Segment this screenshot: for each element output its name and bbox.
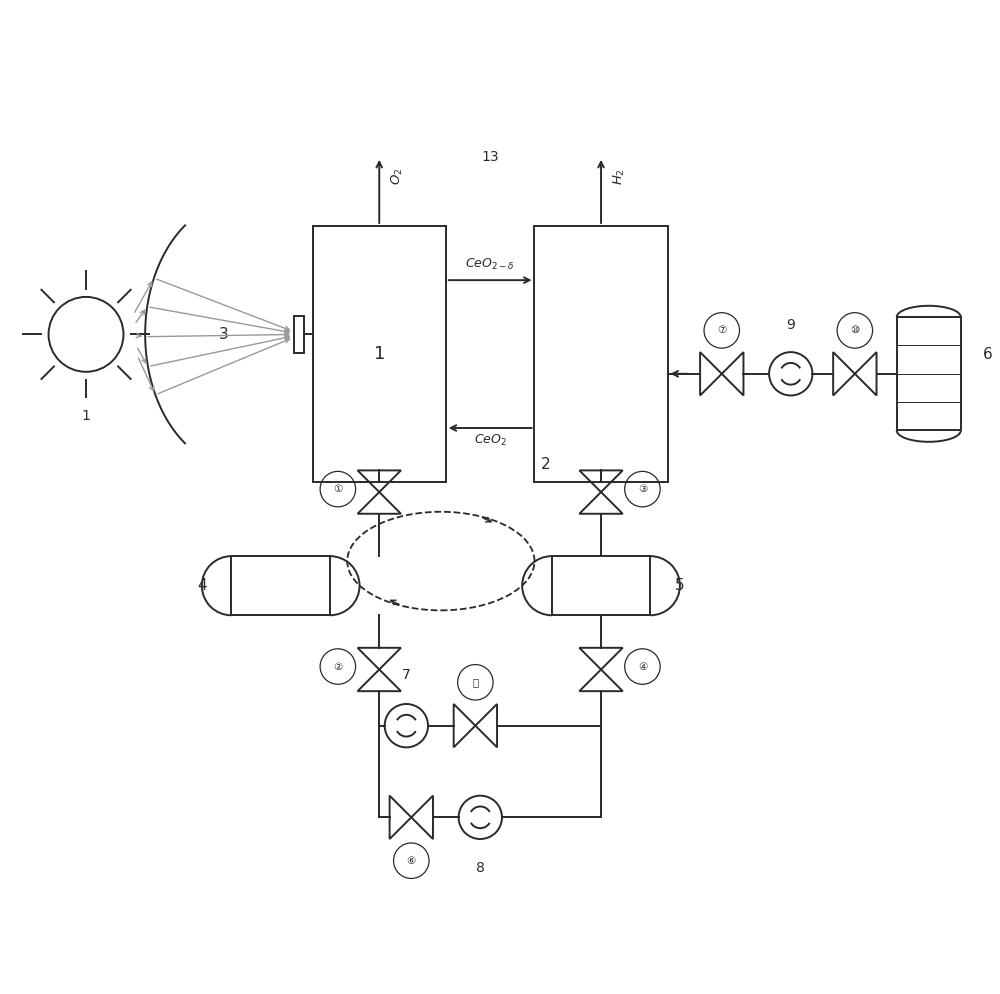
Text: $O_2$: $O_2$ (390, 168, 405, 185)
Bar (534, 226, 668, 482)
Text: ①: ① (333, 484, 342, 494)
Text: 4: 4 (197, 579, 207, 593)
Text: 1: 1 (82, 410, 90, 423)
Bar (552, 556, 650, 615)
Text: 2: 2 (540, 457, 550, 472)
Text: $CeO_2$: $CeO_2$ (474, 433, 507, 448)
Text: 6: 6 (983, 347, 993, 362)
Text: ④: ④ (638, 662, 647, 672)
Bar (231, 556, 330, 615)
Text: ⑩: ⑩ (850, 325, 859, 335)
Text: ⑥: ⑥ (407, 856, 416, 866)
Text: $H_2$: $H_2$ (612, 168, 627, 185)
Text: 13: 13 (481, 150, 499, 164)
Text: 3: 3 (219, 327, 229, 342)
Bar (897, 317, 961, 430)
Text: ②: ② (333, 662, 342, 672)
Text: $CeO_{2-\delta}$: $CeO_{2-\delta}$ (465, 257, 515, 272)
Bar (313, 226, 446, 482)
Text: ⑦: ⑦ (717, 325, 726, 335)
Text: 8: 8 (476, 861, 485, 875)
Bar (294, 316, 304, 353)
Text: 1: 1 (374, 345, 385, 363)
Text: ③: ③ (638, 484, 647, 494)
Text: 9: 9 (786, 318, 795, 332)
Text: 7: 7 (402, 668, 411, 682)
Text: ⑮: ⑮ (472, 677, 478, 687)
Text: 5: 5 (675, 579, 685, 593)
